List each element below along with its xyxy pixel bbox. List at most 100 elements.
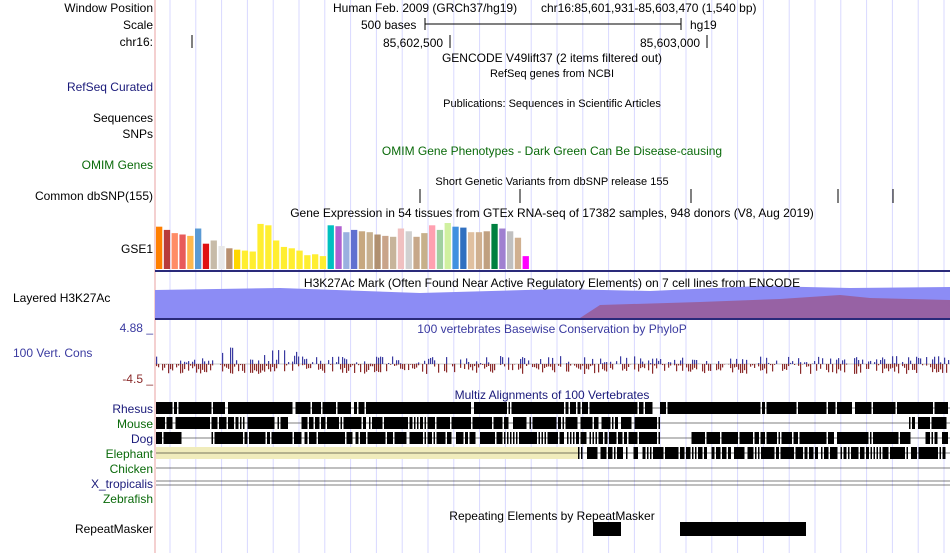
gtex-tissue-bar[interactable] xyxy=(327,225,334,269)
species-elephant[interactable]: Elephant xyxy=(105,447,153,461)
dbsnp-label[interactable]: Common dbSNP(155) xyxy=(34,189,153,203)
cons-title[interactable]: 100 vertebrates Basewise Conservation by… xyxy=(417,322,687,336)
species-chicken[interactable]: Chicken xyxy=(109,462,153,476)
repeatmasker-title[interactable]: Repeating Elements by RepeatMasker xyxy=(449,509,655,523)
gtex-tissue-bar[interactable] xyxy=(249,251,256,269)
h3k27ac-label[interactable]: Layered H3K27Ac xyxy=(13,291,111,305)
gtex-title[interactable]: Gene Expression in 54 tissues from GTEx … xyxy=(290,206,814,220)
gtex-gene-label[interactable]: GSE1 xyxy=(120,242,153,256)
gtex-tissue-bar[interactable] xyxy=(171,233,178,269)
gtex-tissue-bar[interactable] xyxy=(522,256,529,269)
gtex-tissue-bar[interactable] xyxy=(234,249,241,269)
gtex-tissue-bar[interactable] xyxy=(421,233,428,269)
gtex-tissue-bar[interactable] xyxy=(195,228,202,269)
gtex-tissue-bar[interactable] xyxy=(475,232,483,269)
refseq-label[interactable]: RefSeq Curated xyxy=(66,80,153,94)
gtex-tissue-bar[interactable] xyxy=(257,223,264,269)
gtex-tissue-bar[interactable] xyxy=(241,250,249,269)
gtex-tissue-bar[interactable] xyxy=(436,229,444,269)
gtex-tissue-bar[interactable] xyxy=(507,231,514,269)
repeat-element[interactable] xyxy=(680,522,806,536)
gtex-tissue-bar[interactable] xyxy=(296,250,303,269)
gtex-tissue-bar[interactable] xyxy=(319,256,327,269)
gtex-tissue-bar[interactable] xyxy=(491,223,498,269)
gtex-tissue-bar[interactable] xyxy=(444,223,451,269)
gtex-tissue-bar[interactable] xyxy=(304,255,311,269)
gtex-tissue-bar[interactable] xyxy=(202,243,210,269)
omim-title[interactable]: OMIM Gene Phenotypes - Dark Green Can Be… xyxy=(381,144,723,158)
species-dog[interactable]: Dog xyxy=(130,432,153,446)
gtex-tissue-bar[interactable] xyxy=(335,226,342,269)
gtex-tissue-bar[interactable] xyxy=(366,232,373,269)
gtex-tissue-bar[interactable] xyxy=(374,234,381,270)
aligned-block xyxy=(229,402,231,414)
dbsnp-variants[interactable] xyxy=(419,189,894,203)
gtex-tissue-bar[interactable] xyxy=(413,236,420,269)
conservation-signal[interactable] xyxy=(156,347,950,374)
cons-bar-up xyxy=(230,347,232,364)
gtex-tissue-bar[interactable] xyxy=(358,231,366,269)
aligned-block xyxy=(942,402,944,414)
gtex-tissue-bar[interactable] xyxy=(514,237,522,269)
gtex-tissue-bar[interactable] xyxy=(382,235,389,269)
gtex-tissue-bar[interactable] xyxy=(405,231,412,269)
gtex-tissue-bar[interactable] xyxy=(226,248,233,269)
multiz-alignments[interactable] xyxy=(156,402,950,486)
gtex-tissue-bar[interactable] xyxy=(265,225,272,269)
aligned-block xyxy=(785,447,787,459)
cons-bar-down xyxy=(624,364,626,369)
dbsnp-title[interactable]: Short Genetic Variants from dbSNP releas… xyxy=(435,176,669,188)
aligned-block xyxy=(627,417,629,429)
gtex-tissue-bar[interactable] xyxy=(288,248,295,269)
aligned-block xyxy=(936,402,938,414)
gtex-tissue-bar[interactable] xyxy=(390,236,397,269)
omim-label[interactable]: OMIM Genes xyxy=(81,158,153,172)
gtex-bars[interactable] xyxy=(156,223,529,269)
species-rhesus[interactable]: Rhesus xyxy=(112,402,153,416)
aligned-block xyxy=(622,417,624,429)
h3k27ac-title[interactable]: H3K27Ac Mark (Often Found Near Active Re… xyxy=(303,276,801,290)
gtex-tissue-bar[interactable] xyxy=(312,254,319,269)
gtex-tissue-bar[interactable] xyxy=(429,225,436,269)
aligned-block xyxy=(616,417,618,429)
gtex-tissue-bar[interactable] xyxy=(156,226,163,269)
gtex-tissue-bar[interactable] xyxy=(273,240,280,269)
multiz-row-mouse[interactable] xyxy=(156,417,950,429)
gtex-tissue-bar[interactable] xyxy=(179,234,186,270)
multiz-row-rhesus[interactable] xyxy=(156,402,950,414)
multiz-row-elephant[interactable] xyxy=(156,447,950,459)
species-xtropicalis[interactable]: X_tropicalis xyxy=(90,477,153,491)
gtex-tissue-bar[interactable] xyxy=(351,229,358,269)
gtex-tissue-bar[interactable] xyxy=(483,231,490,269)
gtex-tissue-bar[interactable] xyxy=(163,229,171,269)
gtex-tissue-bar[interactable] xyxy=(343,232,350,269)
refseq-title[interactable]: RefSeq genes from NCBI xyxy=(489,68,615,80)
sequences-title[interactable]: Publications: Sequences in Scientific Ar… xyxy=(443,98,661,110)
cons-bar-up xyxy=(948,360,950,364)
multiz-row-dog[interactable] xyxy=(156,432,950,444)
aligned-block xyxy=(373,432,375,444)
species-zebrafish[interactable]: Zebrafish xyxy=(102,492,153,506)
gtex-tissue-bar[interactable] xyxy=(218,246,225,269)
aligned-block xyxy=(232,432,234,444)
gtex-tissue-bar[interactable] xyxy=(468,232,475,269)
gtex-tissue-bar[interactable] xyxy=(280,246,288,269)
aligned-block xyxy=(388,432,390,444)
gtex-tissue-bar[interactable] xyxy=(210,240,217,269)
aligned-block xyxy=(543,417,545,429)
species-mouse[interactable]: Mouse xyxy=(116,417,153,431)
repeatmasker-label[interactable]: RepeatMasker xyxy=(74,522,153,536)
sequences-label[interactable]: Sequences xyxy=(92,111,153,125)
gtex-tissue-bar[interactable] xyxy=(499,228,506,269)
gtex-tissue-bar[interactable] xyxy=(397,228,405,269)
snps-label[interactable]: SNPs xyxy=(122,127,153,141)
gtex-tissue-bar[interactable] xyxy=(460,227,467,269)
multiz-title[interactable]: Multiz Alignments of 100 Vertebrates xyxy=(454,388,650,402)
repeat-element[interactable] xyxy=(593,522,621,536)
gtex-tissue-bar[interactable] xyxy=(452,226,459,269)
gencode-title[interactable]: GENCODE V49lift37 (2 items filtered out) xyxy=(441,51,663,65)
gtex-tissue-bar[interactable] xyxy=(187,235,194,269)
cons-label[interactable]: 100 Vert. Cons xyxy=(13,346,93,360)
